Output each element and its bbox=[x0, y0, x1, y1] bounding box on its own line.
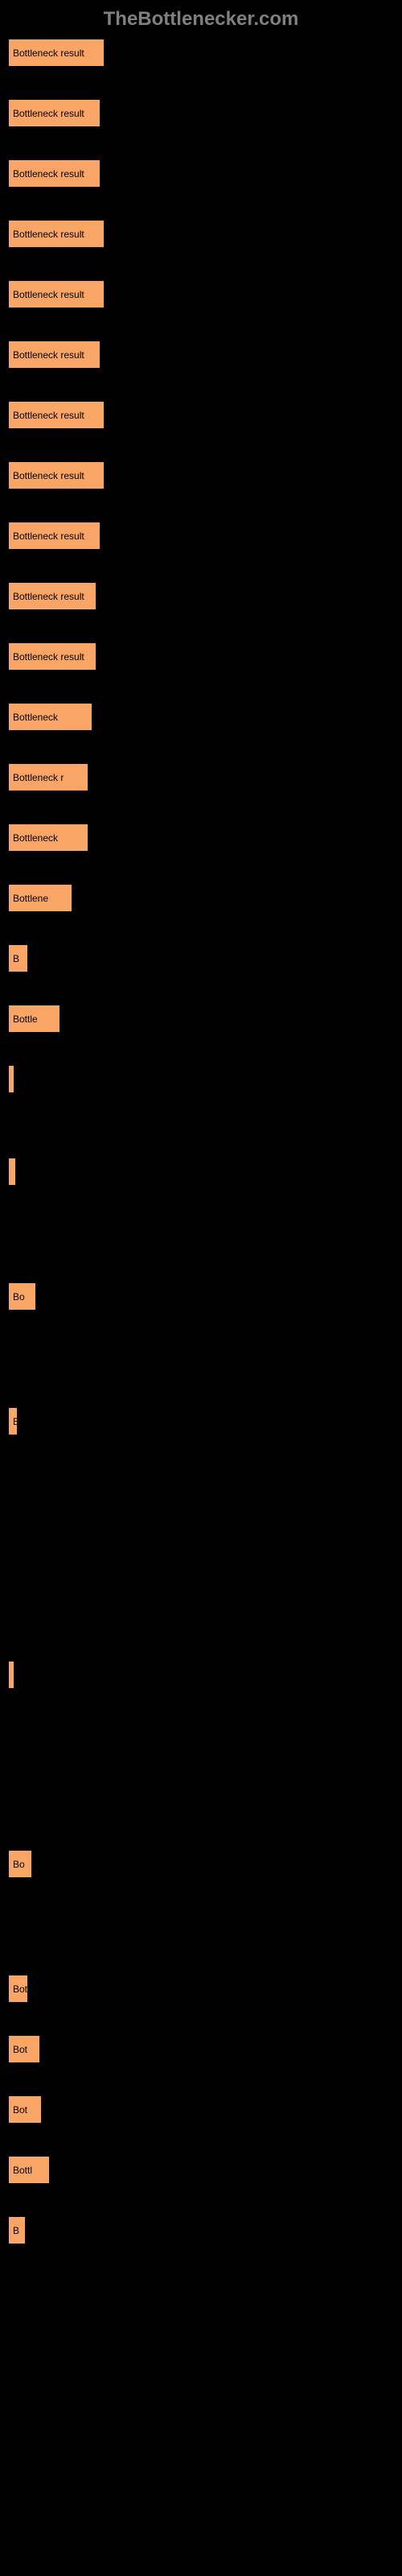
chart-bar: Bottlene bbox=[8, 884, 72, 912]
chart-bar: B bbox=[8, 2216, 26, 2244]
chart-bar: Bottleneck result bbox=[8, 642, 96, 671]
chart-bar bbox=[8, 1661, 14, 1689]
chart-bar bbox=[8, 1158, 16, 1186]
chart-bar: Bo bbox=[8, 1282, 36, 1311]
chart-bar: Bottleneck result bbox=[8, 99, 100, 127]
chart-bar: Bot bbox=[8, 2035, 40, 2063]
chart-bar: Bottleneck r bbox=[8, 763, 88, 791]
chart-bar: Bottleneck bbox=[8, 824, 88, 852]
bar-row: B bbox=[8, 2216, 394, 2244]
bar-row: Bot bbox=[8, 2095, 394, 2124]
bar-row bbox=[8, 1158, 394, 1186]
bar-row: B bbox=[8, 944, 394, 972]
bar-row: Bottleneck result bbox=[8, 39, 394, 67]
bar-row: Bottleneck result bbox=[8, 401, 394, 429]
bar-row: Bottleneck result bbox=[8, 280, 394, 308]
chart-bar: Bottle bbox=[8, 1005, 60, 1033]
bar-row: Bottleneck bbox=[8, 703, 394, 731]
bar-row: Bottleneck result bbox=[8, 220, 394, 248]
bar-row: Bottlene bbox=[8, 884, 394, 912]
bar-row: Bottleneck result bbox=[8, 642, 394, 671]
chart-bar: Bottleneck result bbox=[8, 461, 105, 489]
bar-row: Bottleneck result bbox=[8, 582, 394, 610]
bar-row: Bottleneck result bbox=[8, 159, 394, 188]
chart-bar: Bottleneck result bbox=[8, 220, 105, 248]
bar-row: Bottleneck result bbox=[8, 522, 394, 550]
bar-row: Bot bbox=[8, 2035, 394, 2063]
chart-bar: Bottleneck bbox=[8, 1975, 28, 2003]
chart-bar: Bottleneck result bbox=[8, 341, 100, 369]
chart-bar: Bottleneck result bbox=[8, 522, 100, 550]
chart-bar bbox=[8, 1065, 14, 1093]
bar-row: Bottleneck result bbox=[8, 99, 394, 127]
chart-bar: Bot bbox=[8, 2095, 42, 2124]
bar-row: Bottleneck r bbox=[8, 763, 394, 791]
chart-bar: Bottleneck result bbox=[8, 159, 100, 188]
site-header: TheBottlenecker.com bbox=[0, 0, 402, 39]
chart-bar: Bottleneck result bbox=[8, 280, 105, 308]
chart-bar: B bbox=[8, 1407, 18, 1435]
bar-row: Bottleneck result bbox=[8, 461, 394, 489]
bar-row: Bottleneck bbox=[8, 1975, 394, 2003]
bar-row bbox=[8, 1065, 394, 1093]
chart-bar: Bo bbox=[8, 1850, 32, 1878]
bar-row: Bo bbox=[8, 1850, 394, 1878]
chart-bar: Bottl bbox=[8, 2156, 50, 2184]
bar-row: Bottle bbox=[8, 1005, 394, 1033]
chart-bar: Bottleneck bbox=[8, 703, 92, 731]
bar-row bbox=[8, 1661, 394, 1689]
bar-row: Bo bbox=[8, 1282, 394, 1311]
chart-bar: Bottleneck result bbox=[8, 39, 105, 67]
chart-bar: Bottleneck result bbox=[8, 582, 96, 610]
bar-row: Bottleneck bbox=[8, 824, 394, 852]
bar-row: Bottl bbox=[8, 2156, 394, 2184]
bar-row: Bottleneck result bbox=[8, 341, 394, 369]
bar-chart: Bottleneck result Bottleneck result Bottle… bbox=[0, 39, 402, 2244]
chart-bar: Bottleneck result bbox=[8, 401, 105, 429]
chart-bar: B bbox=[8, 944, 28, 972]
bar-row: B bbox=[8, 1407, 394, 1435]
